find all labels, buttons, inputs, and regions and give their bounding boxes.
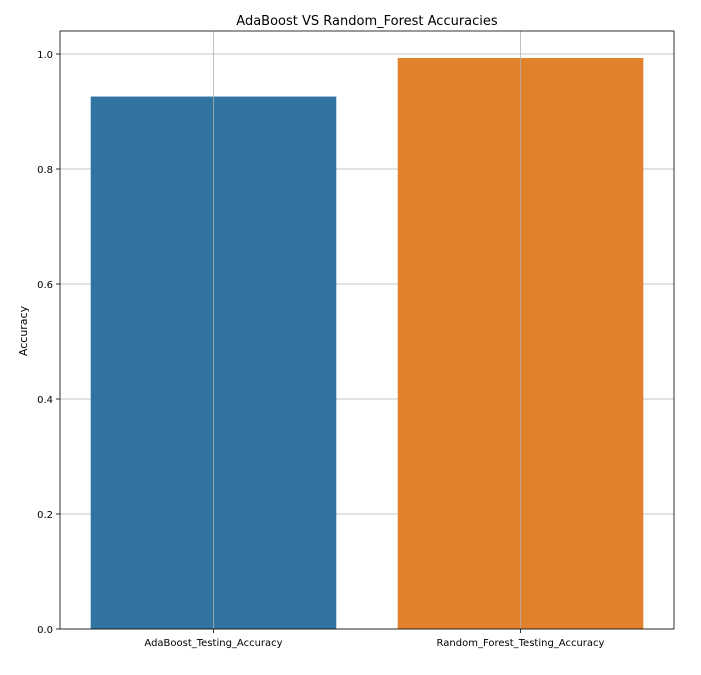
axes — [59, 30, 675, 630]
y-tick-label: 0.6 — [37, 280, 53, 291]
chart-title: AdaBoost VS Random_Forest Accuracies — [236, 14, 498, 29]
bars — [90, 58, 644, 630]
vertical-grid-lines — [213, 31, 521, 629]
x-ticks: AdaBoost_Testing_Accuracy Random_Forest_T… — [144, 629, 605, 649]
plot-frame — [59, 30, 675, 630]
y-tick-label: 0.0 — [37, 625, 53, 636]
y-tick-label: 0.8 — [37, 165, 53, 176]
x-tick-label: AdaBoost_Testing_Accuracy — [144, 638, 282, 649]
x-tick-label: Random_Forest_Testing_Accuracy — [437, 638, 605, 649]
y-ticks: 0.0 0.2 0.4 0.6 0.8 1.0 — [37, 50, 60, 636]
y-axis-label: Accuracy — [17, 305, 30, 356]
y-tick-label: 0.4 — [37, 395, 53, 406]
y-tick-label: 1.0 — [37, 50, 53, 61]
y-tick-label: 0.2 — [37, 510, 53, 521]
